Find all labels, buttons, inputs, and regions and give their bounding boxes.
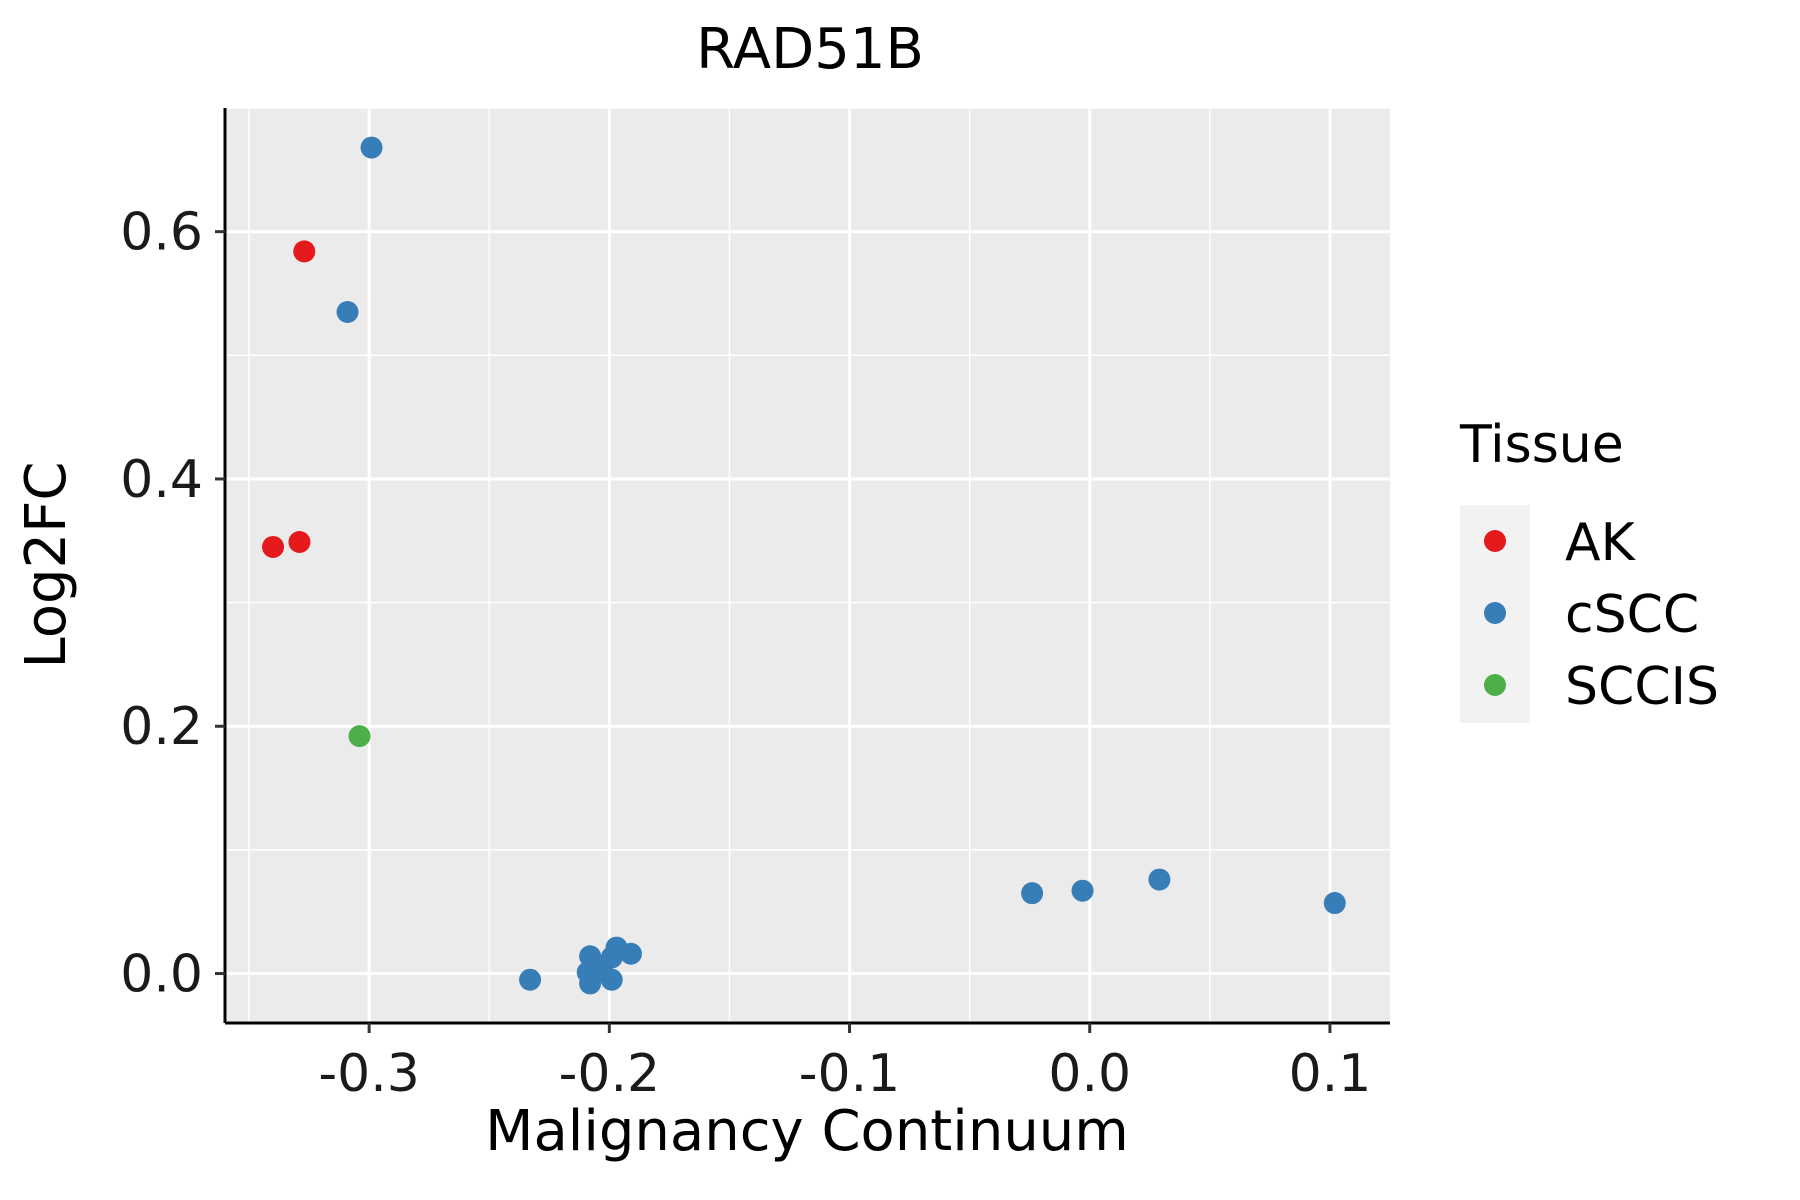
legend: Tissue AK cSCC SCCIS xyxy=(1459,415,1719,723)
y-tick-label: 0.2 xyxy=(120,697,203,757)
point-ak xyxy=(288,531,311,554)
point-cscc xyxy=(360,136,383,159)
y-tick-label: 0.0 xyxy=(120,945,203,1005)
point-cscc xyxy=(519,968,542,991)
point-ak xyxy=(262,535,285,558)
legend-label-sccis: SCCIS xyxy=(1565,657,1719,717)
point-cscc xyxy=(1148,868,1171,891)
point-cscc xyxy=(1021,882,1044,905)
y-tick-label: 0.4 xyxy=(120,450,203,510)
x-tick-label: -0.2 xyxy=(559,1044,660,1104)
point-cscc xyxy=(1323,892,1346,915)
point-cscc xyxy=(619,942,642,965)
x-axis-title: Malignancy Continuum xyxy=(485,1099,1129,1164)
legend-key-ak xyxy=(1484,530,1506,552)
y-tick-label: 0.6 xyxy=(120,203,203,263)
chart-title: RAD51B xyxy=(696,17,924,82)
legend-title: Tissue xyxy=(1459,415,1624,475)
x-axis-ticks: -0.3 -0.2 -0.1 0.0 0.1 xyxy=(318,1023,1371,1104)
x-tick-label: 0.1 xyxy=(1289,1044,1372,1104)
legend-label-cscc: cSCC xyxy=(1565,585,1699,645)
point-sccis xyxy=(348,725,371,748)
point-cscc xyxy=(1071,879,1094,902)
point-ak xyxy=(293,240,316,263)
x-tick-label: -0.1 xyxy=(799,1044,900,1104)
point-cscc xyxy=(336,301,359,324)
major-gridlines xyxy=(225,108,1390,1023)
x-tick-label: -0.3 xyxy=(318,1044,419,1104)
legend-items: AK cSCC SCCIS xyxy=(1484,513,1719,717)
data-points xyxy=(262,136,1346,995)
legend-label-ak: AK xyxy=(1565,513,1637,573)
legend-key-sccis xyxy=(1484,674,1506,696)
plot-panel xyxy=(225,108,1390,1023)
x-tick-label: 0.0 xyxy=(1048,1044,1131,1104)
y-axis-title: Log2FC xyxy=(14,462,79,669)
legend-key-cscc xyxy=(1484,602,1506,624)
point-cscc xyxy=(600,968,623,991)
minor-gridlines xyxy=(225,107,1390,1023)
y-axis-ticks: 0.0 0.2 0.4 0.6 xyxy=(120,203,225,1005)
